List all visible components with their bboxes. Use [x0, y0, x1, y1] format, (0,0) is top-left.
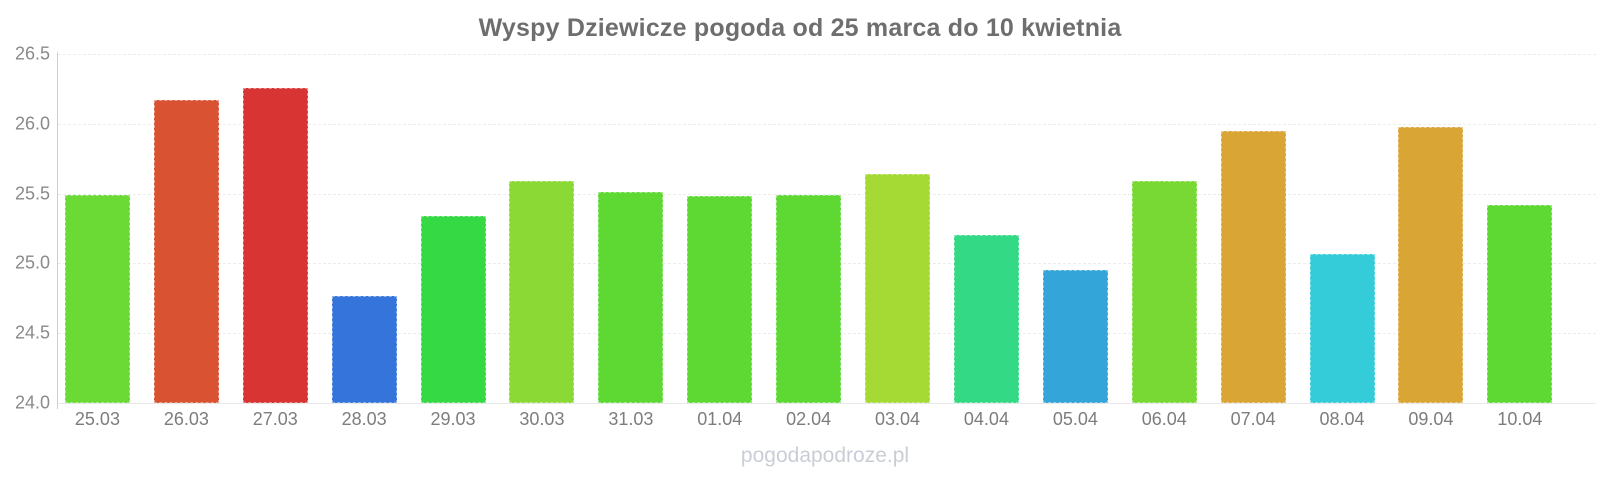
x-tick-label-25.03: 25.03: [74, 409, 120, 429]
x-tick-label-02.04: 02.04: [786, 409, 832, 429]
x-tick-label-05.04: 05.04: [1052, 409, 1098, 429]
y-tick-label-25.0: 25.0: [14, 252, 50, 273]
x-tick-label-06.04: 06.04: [1141, 409, 1187, 429]
x-tick-label-08.04: 08.04: [1319, 409, 1365, 429]
watermark: pogodapodroze.pl: [740, 444, 910, 467]
x-tick-label-30.03: 30.03: [519, 409, 565, 429]
bar-08.04: [1309, 253, 1375, 403]
gridline-26.5: [58, 54, 1596, 55]
bar-26.03: [153, 100, 219, 403]
x-tick-label-03.04: 03.04: [875, 409, 921, 429]
gridline-26.0: [58, 123, 1596, 125]
x-tick-label-31.03: 31.03: [608, 409, 654, 429]
x-tick-label-27.03: 27.03: [252, 409, 298, 429]
bar-02.04: [776, 194, 842, 403]
bar-30.03: [509, 181, 575, 403]
bar-25.03: [64, 194, 130, 403]
y-tick-label-26.5: 26.5: [14, 43, 50, 64]
x-tick-label-04.04: 04.04: [963, 409, 1009, 429]
bar-27.03: [242, 87, 308, 403]
y-tick-label-26.0: 26.0: [14, 113, 50, 134]
bar-05.04: [1042, 270, 1108, 403]
bar-04.04: [953, 235, 1019, 403]
y-tick-label-24.5: 24.5: [14, 322, 50, 343]
gridline-25.5: [58, 193, 1596, 195]
x-tick-label-10.04: 10.04: [1497, 409, 1543, 429]
bar-10.04: [1487, 204, 1553, 403]
bar-29.03: [420, 215, 486, 403]
gridline-24.0: [58, 403, 1596, 404]
y-tick-label-25.5: 25.5: [14, 183, 50, 204]
x-tick-label-07.04: 07.04: [1230, 409, 1276, 429]
bar-06.04: [1131, 181, 1197, 403]
x-tick-label-26.03: 26.03: [163, 409, 209, 429]
bar-01.04: [687, 196, 753, 403]
bar-09.04: [1398, 126, 1464, 403]
x-tick-label-01.04: 01.04: [697, 409, 743, 429]
bar-31.03: [598, 192, 664, 403]
y-axis-line: [57, 52, 58, 409]
bar-28.03: [331, 295, 397, 403]
x-tick-label-28.03: 28.03: [341, 409, 387, 429]
chart-title: Wyspy Dziewicze pogoda od 25 marca do 10…: [478, 14, 1122, 42]
bar-07.04: [1220, 130, 1286, 403]
x-tick-label-09.04: 09.04: [1408, 409, 1454, 429]
y-tick-label-24.0: 24.0: [14, 392, 50, 413]
x-tick-label-29.03: 29.03: [430, 409, 476, 429]
bar-03.04: [865, 174, 931, 403]
